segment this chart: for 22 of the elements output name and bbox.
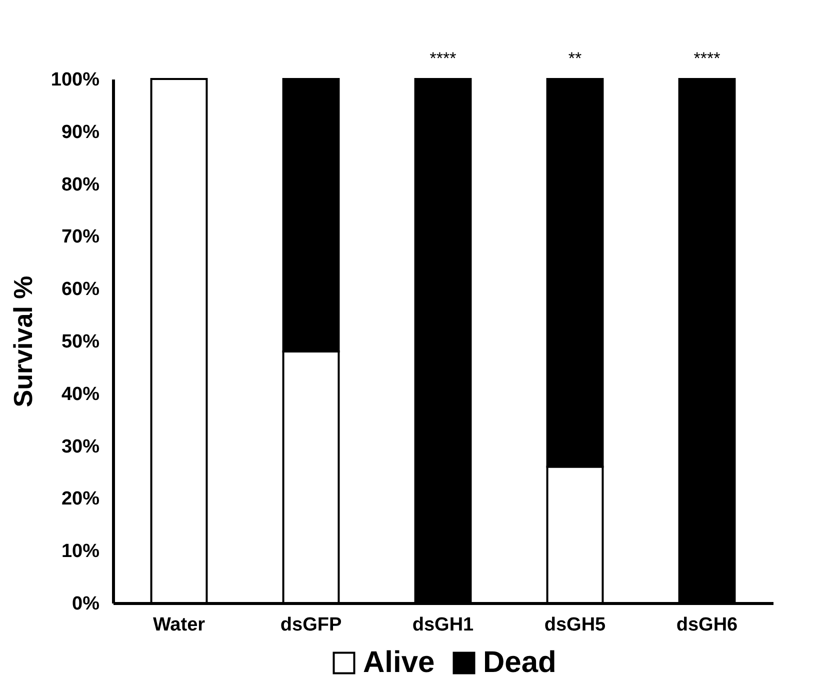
x-tick-label: dsGH6 <box>676 614 738 636</box>
legend-label: Alive <box>363 646 435 679</box>
y-axis-title: Survival % <box>8 276 38 408</box>
x-tick-label: Water <box>152 614 206 636</box>
x-tick-label: dsGH1 <box>412 614 474 636</box>
annotation: ** <box>568 49 582 68</box>
y-tick-label: 100% <box>50 70 100 90</box>
y-tick-label: 80% <box>61 174 100 196</box>
y-tick-label: 40% <box>61 384 100 405</box>
x-tick-label: dsGH5 <box>544 614 606 636</box>
y-tick-label: 60% <box>61 279 100 300</box>
x-tick-label: dsGFP <box>280 614 342 636</box>
annotation: **** <box>430 49 457 68</box>
y-tick-label: 30% <box>61 436 100 458</box>
y-tick-label: 90% <box>61 122 100 143</box>
annotation: **** <box>694 49 721 68</box>
y-tick-label: 10% <box>61 541 100 562</box>
y-tick-label: 0% <box>72 594 100 614</box>
legend-label: Dead <box>483 646 556 679</box>
y-tick-label: 20% <box>61 488 100 510</box>
y-tick-label: 70% <box>61 226 100 248</box>
y-tick-label: 50% <box>61 332 100 352</box>
